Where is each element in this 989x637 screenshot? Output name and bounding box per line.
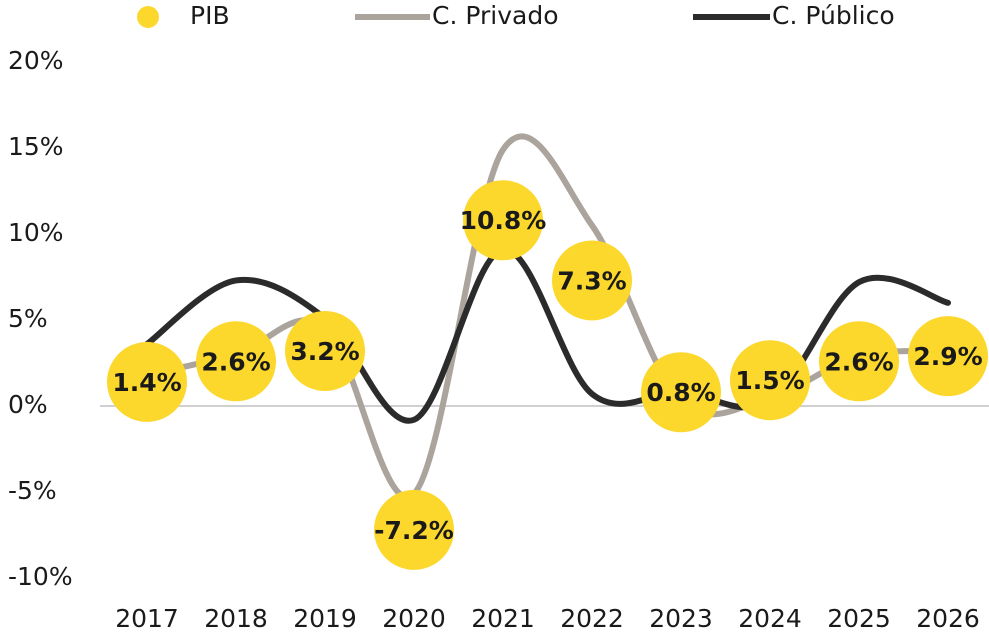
bubble	[819, 321, 899, 402]
value-label: 1.4%	[112, 368, 181, 397]
x-tick-label: 2021	[471, 604, 535, 633]
x-tick-label: 2020	[382, 604, 446, 633]
bubble	[908, 316, 988, 397]
value-label: 2.6%	[201, 347, 270, 376]
y-tick-label: -10%	[8, 562, 73, 591]
value-label: 10.8%	[460, 206, 547, 235]
value-label: 7.3%	[557, 266, 626, 295]
line	[144, 246, 951, 424]
bubble	[196, 321, 276, 402]
legend-label: C. Público	[772, 1, 895, 30]
bubble	[285, 310, 365, 391]
bubble	[463, 180, 543, 261]
y-tick-label: 5%	[8, 304, 48, 333]
y-tick-label: 0%	[8, 390, 48, 419]
y-tick-label: 15%	[8, 132, 64, 161]
x-tick-label: 2023	[649, 604, 713, 633]
legend-swatch	[137, 6, 159, 28]
x-tick-label: 2019	[293, 604, 357, 633]
y-tick-label: -5%	[8, 476, 57, 505]
value-label: 0.8%	[646, 378, 715, 407]
y-tick-label: 20%	[8, 46, 64, 75]
value-label: 1.5%	[735, 366, 804, 395]
x-tick-label: 2022	[560, 604, 624, 633]
bubble	[107, 341, 187, 422]
y-tick-label: 10%	[8, 218, 64, 247]
value-label: 2.6%	[824, 347, 893, 376]
bubble	[730, 340, 810, 421]
x-tick-label: 2026	[916, 604, 980, 633]
value-label: 2.9%	[913, 342, 982, 371]
bubble	[641, 352, 721, 433]
x-tick-label: 2025	[827, 604, 891, 633]
x-tick-label: 2024	[738, 604, 802, 633]
legend-label: PIB	[190, 1, 230, 30]
x-tick-label: 2017	[115, 604, 179, 633]
x-tick-label: 2018	[204, 604, 268, 633]
bubble	[552, 240, 632, 321]
legend-label: C. Privado	[432, 1, 559, 30]
value-label: 3.2%	[290, 337, 359, 366]
bubble	[374, 489, 454, 570]
value-label: -7.2%	[374, 516, 454, 545]
